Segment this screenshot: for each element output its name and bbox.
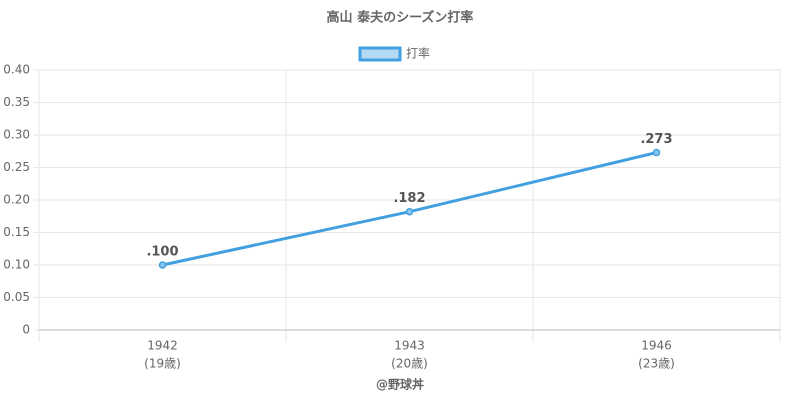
data-label: .182 xyxy=(393,191,425,206)
y-tick-label: 0.30 xyxy=(3,128,30,142)
y-tick-label: 0.35 xyxy=(3,95,30,109)
y-tick-label: 0.40 xyxy=(3,63,30,77)
data-point xyxy=(652,148,661,157)
legend-label: 打率 xyxy=(406,46,430,61)
y-tick-label: 0.25 xyxy=(3,160,30,174)
chart-title: 高山 泰夫のシーズン打率 xyxy=(327,10,474,26)
y-tick-label: 0.20 xyxy=(3,193,30,207)
x-tick-label: (19歳) xyxy=(144,357,181,371)
credit: @野球丼 xyxy=(376,377,424,392)
data-point xyxy=(158,261,167,269)
x-tick-label: 1942 xyxy=(147,339,178,353)
data-point xyxy=(405,207,414,216)
y-tick-label: 0.15 xyxy=(3,225,30,239)
y-tick-label: 0 xyxy=(22,323,30,337)
x-tick-label: (20歳) xyxy=(391,357,428,371)
y-tick-label: 0.10 xyxy=(3,258,30,272)
x-tick-label: (23歳) xyxy=(638,357,675,371)
data-label: .100 xyxy=(146,245,178,260)
legend-swatch xyxy=(358,46,402,62)
data-label: .273 xyxy=(640,132,672,147)
x-tick-label: 1943 xyxy=(394,339,425,353)
x-tick-label: 1946 xyxy=(641,339,672,353)
y-tick-label: 0.05 xyxy=(3,290,30,304)
